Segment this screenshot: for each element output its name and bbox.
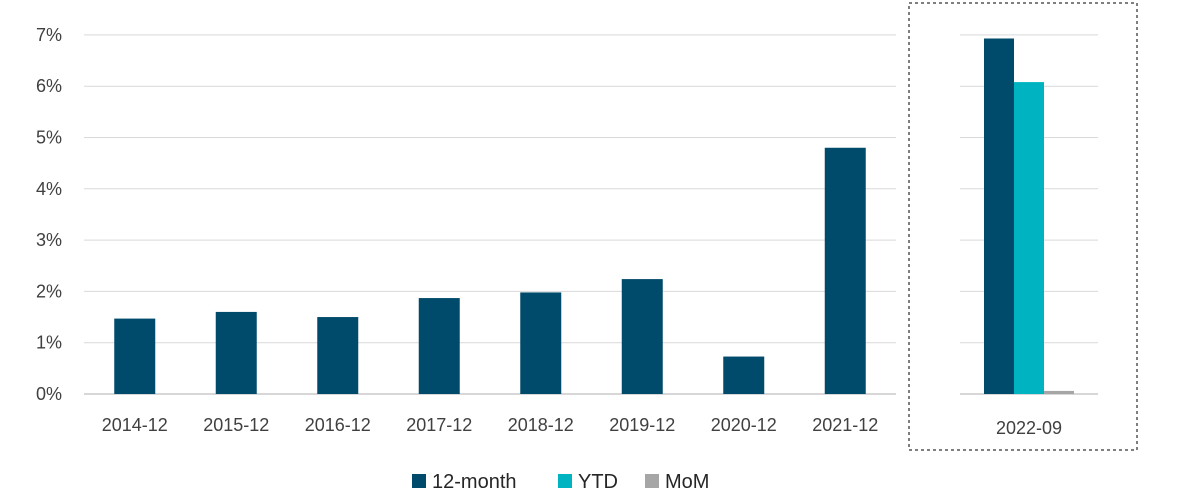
- bar: [1014, 82, 1044, 394]
- bar: [723, 356, 765, 394]
- x-tick-label: 2019-12: [609, 415, 675, 435]
- bar: [984, 38, 1014, 395]
- x-tick-label: 2021-12: [812, 415, 878, 435]
- y-tick-label: 2%: [36, 281, 62, 301]
- legend: 12-month YTD MoM: [412, 471, 709, 493]
- legend-label: MoM: [665, 471, 709, 493]
- highlight-box: [908, 2, 1138, 451]
- bar: [1044, 390, 1074, 394]
- legend-swatch: [645, 474, 659, 488]
- bar: [317, 317, 359, 394]
- bar: [114, 318, 156, 394]
- legend-swatch: [412, 474, 426, 488]
- x-tick-label: 2014-12: [102, 415, 168, 435]
- y-tick-label: 7%: [36, 25, 62, 45]
- gridlines: [84, 34, 1098, 344]
- y-tick-label: 4%: [36, 179, 62, 199]
- x-tick-label: 2018-12: [508, 415, 574, 435]
- y-tick-label: 3%: [36, 230, 62, 250]
- x-axis-ticks: 2014-12 2015-12 2016-12 2017-12 2018-12 2019-…: [102, 415, 1062, 438]
- bar: [520, 292, 562, 394]
- x-tick-label: 2015-12: [203, 415, 269, 435]
- x-tick-label: 2022-09: [996, 418, 1062, 438]
- x-tick-label: 2016-12: [305, 415, 371, 435]
- bars: [114, 38, 1074, 395]
- bar: [418, 298, 460, 394]
- bar: [215, 311, 257, 394]
- bar: [621, 279, 663, 394]
- legend-swatch: [558, 474, 572, 488]
- y-tick-label: 1%: [36, 333, 62, 353]
- bar: [824, 147, 866, 394]
- y-tick-label: 5%: [36, 128, 62, 148]
- x-tick-label: 2017-12: [406, 415, 472, 435]
- y-tick-label: 0%: [36, 384, 62, 404]
- x-tick-label: 2020-12: [711, 415, 777, 435]
- y-axis-ticks: 0% 1% 2% 3% 4% 5% 6% 7%: [36, 25, 62, 404]
- legend-label: YTD: [578, 471, 618, 493]
- y-tick-label: 6%: [36, 76, 62, 96]
- legend-label: 12-month: [432, 471, 517, 493]
